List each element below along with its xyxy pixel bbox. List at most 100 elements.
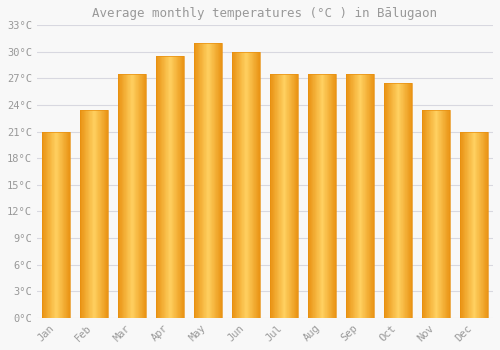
Bar bbox=[201, 43, 202, 318]
Bar bbox=[132, 74, 133, 318]
Bar bbox=[472, 132, 473, 318]
Bar bbox=[62, 132, 63, 318]
Bar bbox=[80, 110, 82, 318]
Bar bbox=[354, 74, 355, 318]
Bar bbox=[384, 83, 385, 318]
Bar bbox=[292, 74, 293, 318]
Bar bbox=[144, 74, 145, 318]
Bar bbox=[183, 56, 184, 318]
Bar bbox=[481, 132, 482, 318]
Bar bbox=[159, 56, 160, 318]
Bar bbox=[370, 74, 371, 318]
Bar bbox=[308, 74, 309, 318]
Bar bbox=[60, 132, 61, 318]
Bar bbox=[44, 132, 45, 318]
Bar bbox=[100, 110, 102, 318]
Bar bbox=[353, 74, 354, 318]
Bar bbox=[232, 52, 260, 318]
Bar bbox=[314, 74, 315, 318]
Bar bbox=[460, 132, 488, 318]
Bar bbox=[422, 110, 450, 318]
Bar bbox=[95, 110, 96, 318]
Bar bbox=[204, 43, 205, 318]
Bar bbox=[270, 74, 271, 318]
Bar bbox=[447, 110, 448, 318]
Bar bbox=[287, 74, 288, 318]
Bar bbox=[487, 132, 488, 318]
Bar bbox=[462, 132, 463, 318]
Bar bbox=[398, 83, 399, 318]
Bar bbox=[373, 74, 374, 318]
Bar bbox=[433, 110, 434, 318]
Bar bbox=[432, 110, 433, 318]
Bar bbox=[280, 74, 281, 318]
Bar bbox=[385, 83, 386, 318]
Bar bbox=[118, 74, 120, 318]
Bar bbox=[91, 110, 92, 318]
Bar bbox=[346, 74, 347, 318]
Bar bbox=[207, 43, 208, 318]
Bar bbox=[409, 83, 410, 318]
Bar bbox=[352, 74, 353, 318]
Bar bbox=[66, 132, 67, 318]
Bar bbox=[96, 110, 98, 318]
Bar bbox=[249, 52, 250, 318]
Bar bbox=[118, 74, 146, 318]
Bar bbox=[350, 74, 351, 318]
Bar bbox=[327, 74, 328, 318]
Bar bbox=[94, 110, 95, 318]
Bar bbox=[308, 74, 336, 318]
Bar bbox=[464, 132, 465, 318]
Bar bbox=[54, 132, 55, 318]
Bar bbox=[232, 52, 233, 318]
Bar bbox=[294, 74, 295, 318]
Bar bbox=[479, 132, 480, 318]
Bar bbox=[351, 74, 352, 318]
Bar bbox=[86, 110, 87, 318]
Bar bbox=[48, 132, 49, 318]
Bar bbox=[477, 132, 478, 318]
Bar bbox=[397, 83, 398, 318]
Bar bbox=[443, 110, 444, 318]
Bar bbox=[163, 56, 164, 318]
Bar bbox=[200, 43, 201, 318]
Bar bbox=[467, 132, 468, 318]
Bar bbox=[250, 52, 251, 318]
Bar bbox=[178, 56, 179, 318]
Bar bbox=[258, 52, 259, 318]
Bar bbox=[142, 74, 144, 318]
Bar bbox=[312, 74, 313, 318]
Bar bbox=[57, 132, 58, 318]
Bar bbox=[347, 74, 348, 318]
Bar bbox=[310, 74, 311, 318]
Bar bbox=[194, 43, 195, 318]
Bar bbox=[465, 132, 466, 318]
Bar bbox=[480, 132, 481, 318]
Bar bbox=[321, 74, 322, 318]
Bar bbox=[478, 132, 479, 318]
Bar bbox=[67, 132, 68, 318]
Bar bbox=[102, 110, 103, 318]
Bar bbox=[157, 56, 158, 318]
Bar bbox=[233, 52, 234, 318]
Bar bbox=[179, 56, 180, 318]
Bar bbox=[283, 74, 284, 318]
Bar bbox=[320, 74, 321, 318]
Bar bbox=[216, 43, 217, 318]
Bar bbox=[248, 52, 249, 318]
Bar bbox=[329, 74, 330, 318]
Bar bbox=[282, 74, 283, 318]
Bar bbox=[68, 132, 69, 318]
Bar bbox=[180, 56, 182, 318]
Bar bbox=[237, 52, 238, 318]
Bar bbox=[241, 52, 242, 318]
Bar bbox=[46, 132, 48, 318]
Bar bbox=[107, 110, 108, 318]
Bar bbox=[463, 132, 464, 318]
Bar bbox=[64, 132, 65, 318]
Bar bbox=[195, 43, 196, 318]
Bar bbox=[256, 52, 257, 318]
Bar bbox=[438, 110, 439, 318]
Bar bbox=[387, 83, 388, 318]
Bar bbox=[82, 110, 83, 318]
